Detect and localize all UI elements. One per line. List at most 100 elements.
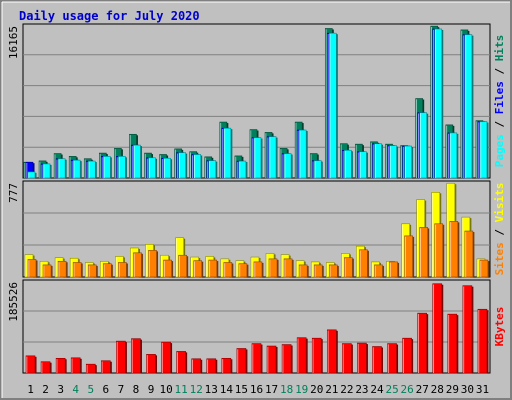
bar-kbytes-day-26 — [402, 337, 414, 374]
bar-sites-day-7 — [118, 262, 128, 278]
bar-sites-day-18 — [283, 258, 294, 278]
bar-pages-day-7 — [118, 156, 127, 179]
bar-sites-day-8 — [133, 252, 143, 278]
x-tick-label: 25 — [385, 383, 398, 396]
bar-pages-day-20 — [313, 160, 323, 179]
bar-sites-day-21 — [328, 264, 339, 278]
bar-pages-day-30 — [464, 34, 474, 179]
chart-title: Daily usage for July 2020 — [19, 9, 200, 23]
x-tick-label: 24 — [370, 383, 384, 396]
bar-pages-day-19 — [298, 129, 308, 179]
bar-pages-day-4 — [72, 159, 82, 179]
bar-kbytes-day-12 — [191, 358, 203, 374]
x-tick-label: 28 — [431, 383, 444, 396]
bar-sites-day-24 — [374, 264, 384, 278]
x-tick-label: 4 — [72, 383, 79, 396]
bar-kbytes-day-21 — [326, 329, 338, 374]
bar-pages-day-8 — [133, 144, 142, 179]
bar-kbytes-day-20 — [311, 337, 323, 374]
bar-kbytes-day-28 — [432, 283, 444, 374]
bar-sites-day-25 — [389, 261, 400, 278]
x-tick-label: 9 — [148, 383, 155, 396]
bar-sites-day-13 — [208, 259, 219, 278]
bar-sites-day-14 — [223, 262, 234, 278]
x-tick-label: 12 — [190, 383, 203, 396]
x-tick-label: 29 — [446, 383, 459, 396]
x-tick-label: 27 — [416, 383, 429, 396]
bar-sites-day-22 — [344, 257, 354, 278]
bar-sites-day-10 — [163, 259, 174, 278]
bar-pages-day-29 — [449, 132, 459, 179]
legend: Pages / Files / Hits — [493, 35, 506, 168]
bar-pages-day-31 — [479, 121, 489, 179]
x-tick-label: 6 — [103, 383, 110, 396]
bar-kbytes-day-25 — [387, 343, 399, 374]
bar-pages-day-24 — [374, 143, 383, 179]
y-max-label: 16165 — [7, 26, 20, 59]
bar-pages-day-3 — [57, 158, 67, 179]
bar-sites-day-23 — [359, 249, 369, 278]
bar-sites-day-26 — [404, 235, 415, 278]
bar-pages-day-16 — [253, 137, 263, 179]
bar-kbytes-day-30 — [462, 285, 474, 374]
legend-separator: / — [493, 61, 506, 81]
x-tick-label: 17 — [265, 383, 278, 396]
x-tick-label: 15 — [235, 383, 248, 396]
bar-pages-day-28 — [434, 28, 444, 179]
bar-pages-day-6 — [103, 156, 112, 179]
legend-separator: / — [493, 114, 506, 134]
x-tick-label: 20 — [310, 383, 323, 396]
x-tick-label: 26 — [401, 383, 414, 396]
bar-sites-day-9 — [148, 250, 159, 278]
bar-kbytes-day-4 — [70, 357, 82, 374]
bar-sites-day-31 — [479, 259, 490, 278]
bar-kbytes-day-8 — [131, 338, 142, 374]
legend-entry-files: Files — [493, 81, 506, 114]
bar-pages-day-17 — [268, 136, 278, 179]
x-tick-label: 10 — [159, 383, 172, 396]
bar-pages-day-25 — [389, 145, 399, 179]
bar-kbytes-day-7 — [116, 340, 127, 374]
bar-pages-day-5 — [87, 160, 97, 179]
x-tick-label: 1 — [27, 383, 34, 396]
legend-separator: / — [493, 222, 506, 242]
legend-entry-kbytes: KBytes — [493, 307, 506, 347]
bar-pages-day-12 — [193, 154, 203, 179]
bar-pages-day-11 — [178, 152, 188, 179]
bar-kbytes-day-29 — [447, 313, 459, 374]
bar-pages-day-2 — [42, 163, 52, 179]
bar-kbytes-day-24 — [372, 346, 383, 374]
bar-pages-day-9 — [148, 157, 158, 179]
x-tick-label: 18 — [280, 383, 293, 396]
bar-kbytes-day-1 — [25, 355, 37, 374]
bar-pages-day-22 — [344, 149, 353, 179]
legend: KBytes — [493, 307, 506, 347]
x-tick-label: 7 — [118, 383, 125, 396]
bar-kbytes-day-13 — [206, 358, 218, 374]
x-tick-label: 21 — [325, 383, 338, 396]
bar-kbytes-day-27 — [417, 312, 429, 374]
bar-pages-day-18 — [283, 153, 293, 179]
x-tick-label: 13 — [205, 383, 218, 396]
bar-pages-day-23 — [359, 151, 368, 179]
bar-kbytes-day-5 — [85, 363, 97, 374]
x-tick-label: 30 — [461, 383, 474, 396]
bar-kbytes-day-10 — [161, 341, 173, 374]
x-tick-label: 22 — [340, 383, 353, 396]
bar-pages-day-26 — [404, 145, 414, 179]
y-max-label: 777 — [7, 183, 20, 203]
x-tick-label: 3 — [57, 383, 64, 396]
bar-kbytes-day-3 — [55, 357, 67, 374]
y-max-label: 185526 — [7, 282, 20, 322]
bar-sites-day-1 — [27, 259, 38, 278]
x-tick-label: 16 — [250, 383, 263, 396]
bar-sites-day-29 — [449, 221, 460, 278]
legend-entry-visits: Visits — [493, 183, 506, 223]
x-tick-label: 8 — [133, 383, 140, 396]
bar-pages-day-10 — [163, 157, 173, 179]
bar-kbytes-day-18 — [281, 344, 293, 374]
bar-sites-day-30 — [464, 230, 475, 278]
bar-kbytes-day-11 — [176, 351, 188, 374]
bar-sites-day-11 — [178, 254, 189, 278]
